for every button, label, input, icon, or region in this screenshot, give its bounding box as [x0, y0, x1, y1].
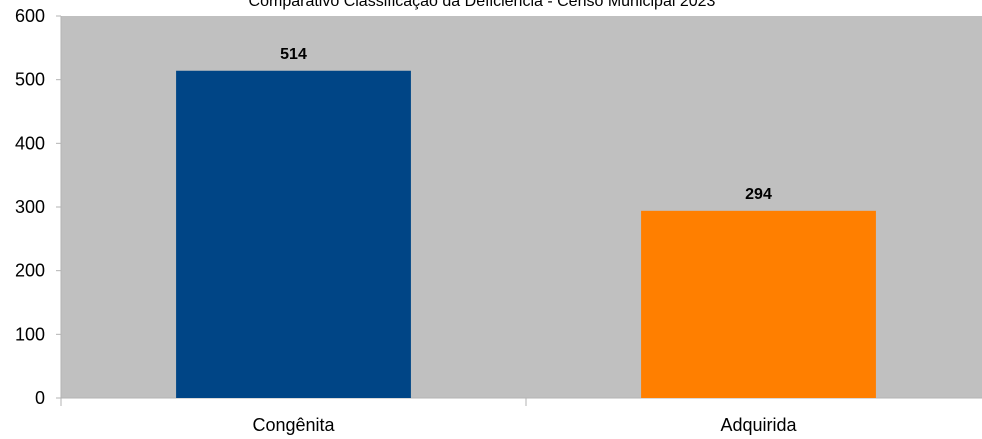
bar-series	[176, 70, 876, 399]
y-axis: 0 100 200 300 400 500 600	[15, 6, 62, 408]
x-tick-label: Congênita	[252, 415, 335, 435]
chart-title: Comparativo Classificação da Deficiência…	[249, 0, 716, 10]
y-tick-label: 0	[35, 388, 45, 408]
y-tick-label: 100	[15, 324, 45, 344]
y-tick-label: 300	[15, 197, 45, 217]
data-label: 514	[280, 46, 307, 63]
bar-1	[641, 210, 876, 398]
y-tick-label: 400	[15, 133, 45, 153]
y-tick-label: 600	[15, 6, 45, 26]
bar-0	[176, 70, 411, 399]
y-tick-label: 200	[15, 261, 45, 281]
x-tick-label: Adquirida	[720, 415, 797, 435]
data-label: 294	[745, 186, 772, 203]
data-labels: 514 294	[280, 46, 772, 203]
y-tick-label: 500	[15, 70, 45, 90]
x-axis: Congênita Adquirida	[60, 397, 982, 435]
